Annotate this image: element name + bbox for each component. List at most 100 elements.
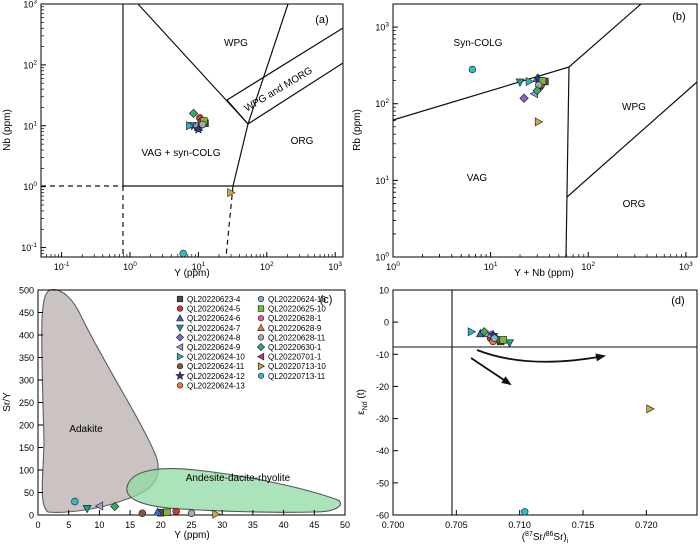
panel-b-label: (b)	[672, 11, 685, 23]
field-label-vag-b: VAG	[467, 173, 488, 184]
y-tick-label: 103	[23, 0, 37, 10]
x-tick-label: 102	[260, 261, 274, 272]
x-tick-label: 103	[679, 261, 693, 272]
y-tick-label: 250	[19, 398, 34, 408]
x-tick-label: 0	[35, 520, 40, 530]
legend-label: QL20220701-1	[268, 353, 322, 362]
panel-a: (a) WPG WPG and MORG VAG + syn-COLG ORG …	[2, 0, 344, 279]
panel-a-points	[179, 108, 236, 258]
legend: QL20220623-4QL20220624-5QL20220624-6QL20…	[175, 295, 326, 390]
andesite-dacite-rhyolite-field	[126, 467, 341, 513]
x-tick-label: 35	[248, 520, 258, 530]
x-tick-label: 0.710	[508, 520, 531, 530]
field-label-wpg-b: WPG	[622, 102, 646, 113]
data-point	[187, 509, 196, 517]
x-axis-title-b: Y + Nb (ppm)	[514, 268, 574, 279]
x-tick-label: 102	[581, 261, 595, 272]
y-tick-label: 100	[19, 466, 34, 476]
field-label-adakite: Adakite	[69, 424, 103, 435]
legend-label: QL20220628-11	[268, 333, 326, 342]
field-label-org-a: ORG	[291, 136, 314, 147]
y-tick-label: 50	[24, 488, 34, 498]
field-label-vag-syn-colg-a: VAG + syn-COLG	[141, 148, 220, 159]
y-tick-label: -60	[376, 511, 389, 521]
data-point	[186, 121, 195, 131]
x-axis-title-d: (87Sr/86Sr)i	[522, 531, 569, 544]
y-tick-label: 150	[19, 443, 34, 453]
trend-arrow-right	[476, 349, 606, 363]
trend-arrow-down	[470, 357, 512, 386]
legend-label: QL20220624-18	[268, 295, 326, 304]
x-tick-label: 0.700	[382, 520, 405, 530]
x-tick-label: 10	[94, 520, 104, 530]
x-tick-label: 0.720	[635, 520, 658, 530]
panel-d-ticks: 0.700 0.705 0.710 0.715 0.720 10 0 -10 -20 -30 -40…	[376, 286, 658, 531]
legend-symbol	[256, 342, 266, 352]
legend-label: QL20220628-1	[268, 314, 322, 323]
legend-label: QL20220713-11	[268, 372, 326, 381]
data-point	[515, 78, 525, 87]
data-point	[82, 504, 92, 514]
x-tick-label: 15	[125, 520, 135, 530]
y-tick-label: 300	[19, 376, 34, 386]
panel-b-ticks: 100 101 102 103 100 101 102 103	[375, 22, 693, 272]
y-axis-title-c: Sr/Y	[2, 392, 13, 412]
panel-c-label: (c)	[320, 294, 333, 306]
y-axis-title-d: εNd (t)	[356, 389, 369, 415]
y-tick-label: 102	[23, 59, 37, 70]
x-tick-label: 40	[279, 520, 289, 530]
panel-c: (c) Adakite Andesite-dacite-rhyolite 0 5 1…	[2, 286, 350, 542]
legend-symbol	[176, 305, 184, 312]
panel-d: (d) 0.700 0.705 0.710 0.715 0.720 10 0 -10 -20 -3…	[356, 286, 698, 544]
y-tick-label: 10	[379, 286, 389, 296]
data-point	[490, 334, 499, 342]
legend-symbol	[176, 314, 184, 322]
legend-symbol	[257, 362, 266, 371]
y-axis-title-a: Nb (ppm)	[2, 109, 13, 151]
x-tick-label: 45	[309, 520, 319, 530]
legend-symbol	[257, 295, 265, 303]
y-tick-label: 102	[375, 98, 389, 109]
data-point	[467, 327, 477, 337]
legend-label: QL20220624-10	[187, 353, 245, 362]
x-tick-label: 100	[386, 261, 400, 272]
y-tick-label: -40	[376, 446, 389, 456]
x-tick-label: 0.715	[572, 520, 595, 530]
y-tick-label: 101	[375, 175, 389, 186]
legend-symbol	[176, 324, 184, 332]
legend-label: QL20220624-13	[187, 381, 245, 390]
panel-a-ticks: 10-1 100 101 102 103 10-1 100 101 102 103	[21, 0, 342, 272]
data-point	[646, 404, 655, 414]
legend-label: QL20220623-4	[187, 295, 241, 304]
data-point	[538, 77, 547, 85]
legend-symbol	[257, 305, 265, 312]
legend-label: QL20220624-6	[187, 314, 241, 323]
data-point	[525, 76, 535, 86]
legend-symbol	[257, 334, 265, 341]
legend-label: QL20220624-9	[187, 343, 241, 352]
data-point	[188, 108, 199, 118]
data-point	[505, 339, 515, 348]
legend-label: QL20220625-10	[268, 305, 326, 314]
data-point	[534, 117, 544, 127]
y-axis-title-b: Rb (ppm)	[352, 109, 363, 151]
panel-c-ticks: 0 5 10 15 20 25 30 35 40 45 5005010015020025030035…	[19, 286, 350, 531]
x-tick-label: 0.705	[445, 520, 468, 530]
data-point	[479, 327, 489, 337]
legend-symbol	[176, 295, 184, 303]
data-point	[71, 497, 79, 506]
x-tick-label: 50	[340, 520, 350, 530]
legend-label: QL20220713-10	[268, 362, 326, 371]
legend-symbol	[257, 315, 265, 322]
data-point	[468, 65, 477, 74]
panel-b-boundaries	[392, 3, 698, 258]
x-axis-title-a: Y (ppm)	[174, 268, 209, 279]
data-point	[521, 508, 529, 516]
panel-d-points	[467, 327, 655, 516]
legend-label: QL20220624-11	[187, 362, 245, 371]
panel-a-frame	[40, 3, 344, 258]
x-axis-title-c: Y (ppm)	[174, 530, 209, 541]
panel-d-label: (d)	[671, 295, 684, 307]
data-point	[153, 507, 163, 516]
